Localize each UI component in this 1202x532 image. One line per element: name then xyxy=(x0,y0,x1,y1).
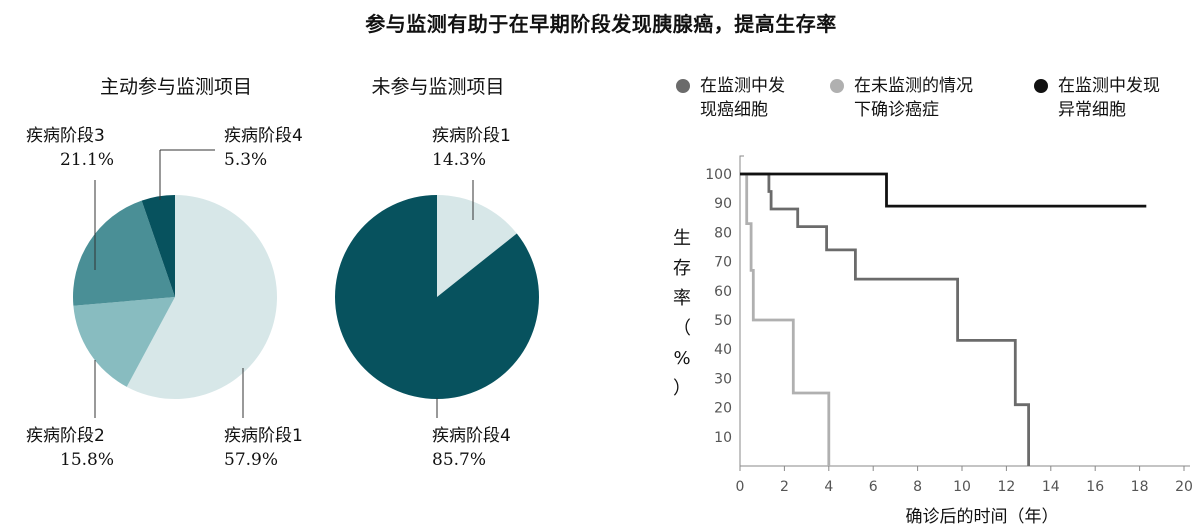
pie1-title: 主动参与监测项目 xyxy=(99,76,252,98)
pie1-label-stage4-pct: 5.3% xyxy=(224,150,268,170)
pie2-label-stage4-name: 疾病阶段4 xyxy=(432,426,511,446)
pie1-slice-stage2 xyxy=(73,297,175,387)
y-tick-label: 90 xyxy=(714,196,732,212)
pie1-label-stage2-name: 疾病阶段2 xyxy=(26,426,105,446)
y-axis-label-char: 率 xyxy=(673,288,691,309)
x-tick-label: 6 xyxy=(869,479,878,495)
x-tick-label: 4 xyxy=(824,479,833,495)
series-line-2 xyxy=(740,172,1147,208)
pie1-label-stage3-pct: 21.1% xyxy=(60,150,115,170)
legend-dot-unmonitored xyxy=(830,79,844,93)
y-tick-label: 50 xyxy=(714,313,732,329)
x-tick-label: 8 xyxy=(913,479,922,495)
pie2-label-stage4-pct: 85.7% xyxy=(432,450,487,470)
pie1-label-stage1: 疾病阶段1 57.9% xyxy=(224,424,303,472)
pie1-label-stage3: 疾病阶段3 21.1% xyxy=(26,124,114,172)
y-axis-label-char: % xyxy=(673,348,690,369)
y-axis-label-char: （ xyxy=(673,318,691,339)
x-tick-label: 10 xyxy=(953,479,971,495)
pie1-slice-stage1 xyxy=(126,195,277,399)
y-axis-label-char: ） xyxy=(673,378,691,399)
y-tick-label: 80 xyxy=(714,225,732,241)
legend-text-detected-line1: 在监测中发 xyxy=(700,76,785,96)
pie2-title: 未参与监测项目 xyxy=(371,76,505,98)
legend-text-unmonitored-line1: 在未监测的情况 xyxy=(854,76,973,96)
pie1-label-stage1-name: 疾病阶段1 xyxy=(224,426,303,446)
pie1-label-stage4: 疾病阶段4 5.3% xyxy=(224,124,303,172)
chart-title: 参与监测有助于在早期阶段发现胰腺癌，提高生存率 xyxy=(365,12,837,36)
y-tick-label: 100 xyxy=(705,167,732,183)
x-tick-label: 0 xyxy=(736,479,745,495)
pie1-label-stage4-name: 疾病阶段4 xyxy=(224,126,303,146)
pie1-label-stage1-pct: 57.9% xyxy=(224,450,279,470)
y-tick-label: 70 xyxy=(714,255,732,271)
x-tick-label: 12 xyxy=(997,479,1015,495)
legend-text-abnormal-line1: 在监测中发现 xyxy=(1058,76,1160,96)
pie1-label-stage3-name: 疾病阶段3 xyxy=(26,126,105,146)
pie2-slice-stage1 xyxy=(437,195,517,297)
legend-text-abnormal: 在监测中发现 异常细胞 xyxy=(1058,74,1202,122)
pie2-label-stage4: 疾病阶段4 85.7% xyxy=(432,424,511,472)
y-tick-label: 60 xyxy=(714,284,732,300)
legend-text-detected: 在监测中发 现癌细胞 xyxy=(700,74,850,122)
pie1-slice-stage3 xyxy=(73,200,175,306)
legend-text-detected-line2: 现癌细胞 xyxy=(700,100,768,120)
legend-text-abnormal-line2: 异常细胞 xyxy=(1058,100,1126,120)
y-axis-line xyxy=(739,155,744,466)
legend-dot-detected xyxy=(676,79,690,93)
y-tick-label: 10 xyxy=(714,430,732,446)
y-axis-label-char: 生 xyxy=(673,228,691,249)
x-tick-label: 18 xyxy=(1131,479,1149,495)
pie2-label-stage1-pct: 14.3% xyxy=(432,150,487,170)
pie2-label-stage1-name: 疾病阶段1 xyxy=(432,126,511,146)
series-line-0 xyxy=(740,172,1030,466)
y-axis-label-char: 存 xyxy=(673,258,691,279)
pie1-slice-stage4 xyxy=(141,195,175,297)
legend-dot-abnormal xyxy=(1034,79,1048,93)
legend-text-unmonitored: 在未监测的情况 下确诊癌症 xyxy=(854,74,1004,122)
x-tick-label: 2 xyxy=(780,479,789,495)
legend-text-unmonitored-line2: 下确诊癌症 xyxy=(854,100,939,120)
pie2-label-stage1: 疾病阶段1 14.3% xyxy=(432,124,511,172)
x-tick-label: 14 xyxy=(1042,479,1060,495)
y-tick-label: 20 xyxy=(714,401,732,417)
pie1-label-stage2-pct: 15.8% xyxy=(60,450,115,470)
x-axis-label: 确诊后的时间（年） xyxy=(906,507,1059,527)
series-line-1 xyxy=(740,172,831,466)
pie2-slice-stage4 xyxy=(335,195,539,399)
y-tick-label: 30 xyxy=(714,371,732,387)
pie1-label-stage2: 疾病阶段2 15.8% xyxy=(26,424,114,472)
x-tick-label: 16 xyxy=(1086,479,1104,495)
y-tick-label: 40 xyxy=(714,342,732,358)
x-tick-label: 20 xyxy=(1175,479,1193,495)
